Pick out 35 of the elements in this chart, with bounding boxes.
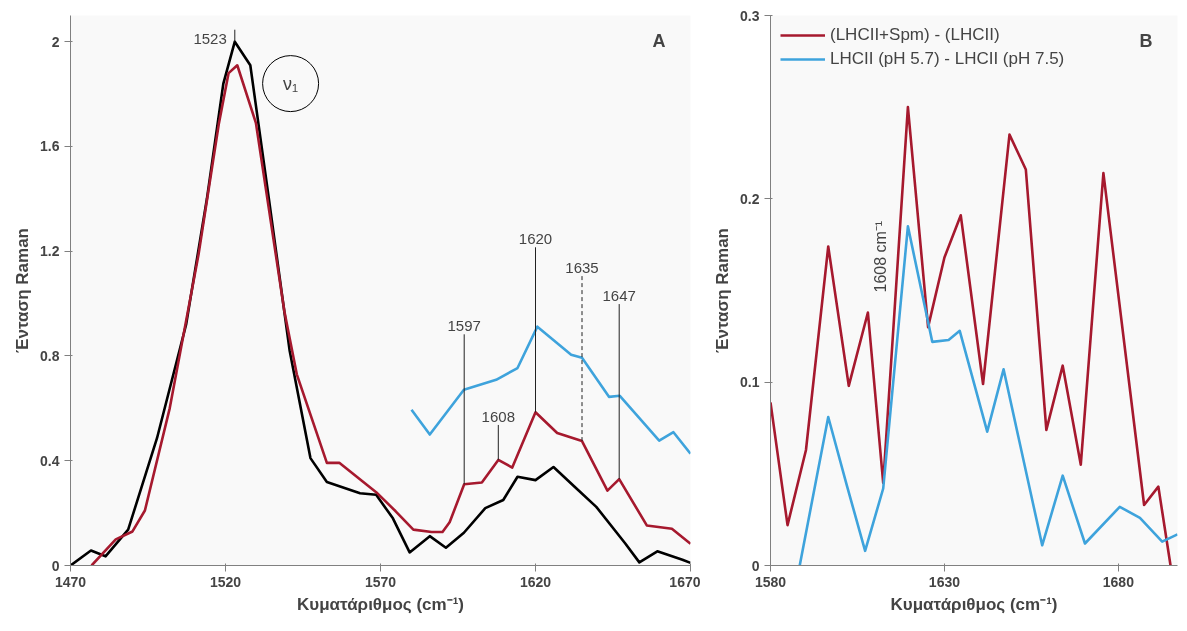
x-tick-label: 1680 <box>1102 573 1135 590</box>
annotation: ν₁ <box>283 73 299 94</box>
annotation: 1523 <box>193 29 227 47</box>
x-tick-label: 1520 <box>209 573 242 590</box>
annotation: 1597 <box>447 317 481 335</box>
y-tick-label: 0.4 <box>40 452 60 469</box>
x-tick-label: 1580 <box>754 573 787 590</box>
annotation: 1608 <box>481 407 515 425</box>
y-tick-label: 0.3 <box>740 7 760 24</box>
y-tick-label: 1.2 <box>40 243 60 260</box>
y-tick-label: 0 <box>51 557 60 574</box>
text: B <box>1139 30 1153 51</box>
y-axis-title: Ένταση Raman <box>13 228 33 353</box>
y-tick-label: 1.6 <box>40 138 60 155</box>
legend-label: (LHCII+Spm) - (LHCII) <box>830 25 1000 45</box>
annotation: 1647 <box>602 287 636 305</box>
annotation: 1620 <box>518 230 553 248</box>
annotation: 1635 <box>565 259 599 277</box>
legend-label: LHCII (pH 5.7) - LHCII (pH 7.5) <box>830 49 1065 69</box>
x-tick-label: 1620 <box>519 573 552 590</box>
line-series <box>770 105 1172 566</box>
x-tick-label: 1570 <box>364 573 397 590</box>
annotation: 1608 cm⁻¹ <box>871 220 889 293</box>
text: A <box>652 30 666 51</box>
x-axis-title: Κυματάριθμος (cm⁻¹) <box>890 594 1058 614</box>
y-tick-label: 0 <box>751 557 760 574</box>
y-tick-label: 0.2 <box>740 190 760 207</box>
y-tick-label: 2 <box>51 33 60 50</box>
x-tick-label: 1470 <box>54 573 87 590</box>
y-axis-title: Ένταση Raman <box>713 228 733 353</box>
x-tick-label: 1630 <box>928 573 961 590</box>
x-axis-title: Κυματάριθμος (cm⁻¹) <box>297 594 464 614</box>
y-tick-label: 0.8 <box>40 347 60 364</box>
y-tick-label: 0.1 <box>740 374 760 391</box>
x-tick-label: 1670 <box>669 573 701 590</box>
